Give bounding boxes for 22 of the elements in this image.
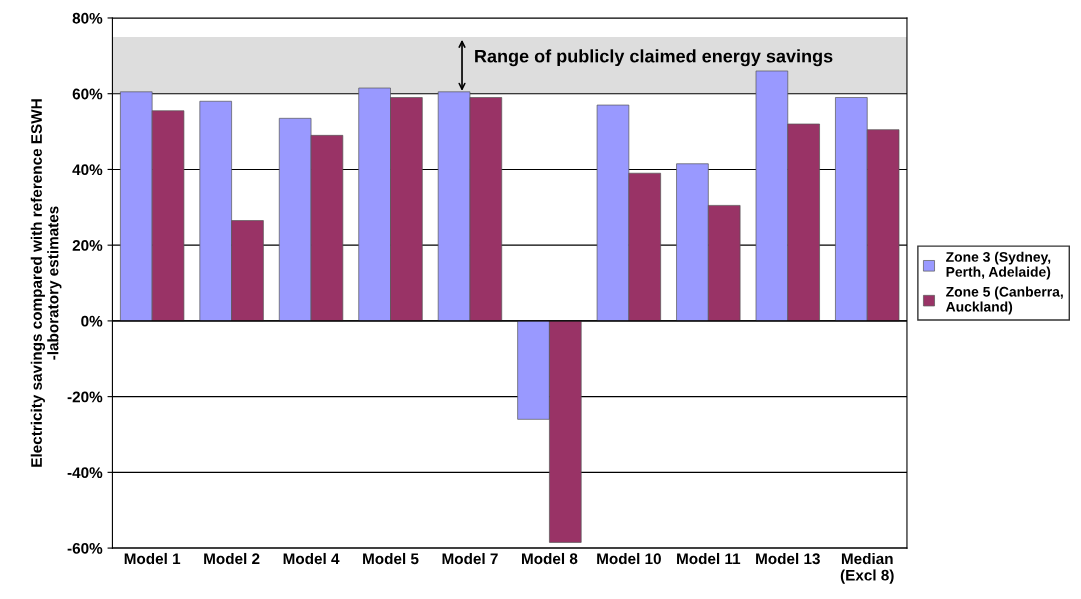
y-tick-label: 0% xyxy=(81,315,103,327)
legend-label: Zone 3 (Sydney, Perth, Adelaide) xyxy=(946,251,1051,280)
y-tick-label: 40% xyxy=(72,164,103,176)
y-tick-label: -40% xyxy=(67,467,103,479)
x-tick-label: Model 1 xyxy=(124,552,181,565)
y-tick-label: 20% xyxy=(72,240,103,251)
x-tick-label: Model 2 xyxy=(204,552,260,565)
y-tick-label: 80% xyxy=(72,12,103,24)
x-tick-label: Model 4 xyxy=(283,552,340,565)
y-tick-label: 60% xyxy=(72,88,103,100)
x-tick-label: Model 11 xyxy=(677,552,741,565)
legend-label: Zone 5 (Canberra, Auckland) xyxy=(946,286,1063,315)
y-axis-title: Electricity savings compared with reference ESWH -laboratory estimates xyxy=(30,99,62,467)
x-tick-label: Model 7 xyxy=(442,552,498,565)
x-tick-label: Model 8 xyxy=(522,552,578,565)
x-tick-label: Model 10 xyxy=(597,552,661,565)
y-tick-label: -20% xyxy=(67,391,103,403)
x-tick-label: Median (Excl 8) xyxy=(840,552,894,584)
x-tick-label: Model 13 xyxy=(756,552,820,565)
x-tick-label: Model 5 xyxy=(363,552,419,565)
band-label: Range of publicly claimed energy savings xyxy=(475,49,833,67)
y-tick-label: -60% xyxy=(67,542,103,554)
